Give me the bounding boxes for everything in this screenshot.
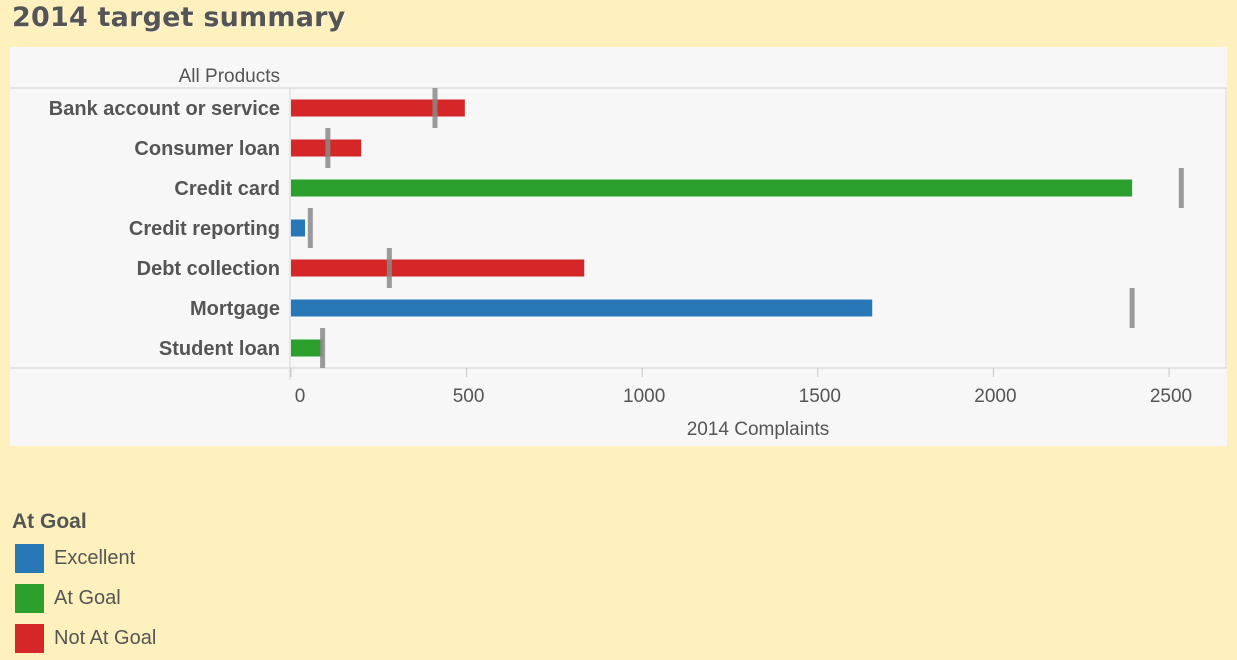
legend-title: At Goal [12, 510, 87, 533]
legend-swatch-at-goal [15, 583, 44, 613]
chart-panel: All Products Bank account or service Cons… [10, 47, 1227, 446]
x-axis-label: 2014 Complaints [687, 419, 830, 440]
target-marker-mortgage[interactable] [1129, 288, 1135, 328]
legend-swatch-not-at-goal [15, 623, 44, 653]
category-label-student-loan: Student loan [159, 338, 280, 360]
legend: At Goal Excellent At Goal Not At Goal [12, 510, 156, 658]
bar-mortgage[interactable] [291, 299, 873, 317]
column-header: All Products [179, 66, 280, 87]
legend-item-not-at-goal[interactable]: Not At Goal [12, 618, 156, 658]
category-label-mortgage: Mortgage [190, 298, 280, 320]
bar-chart: All Products Bank account or service Cons… [10, 66, 1227, 440]
legend-swatch-excellent [15, 543, 44, 573]
legend-label-excellent: Excellent [54, 546, 136, 569]
x-tick-label-0: 0 [295, 386, 306, 407]
bar-credit-reporting[interactable] [291, 219, 306, 237]
x-tick-label-2500: 2500 [1150, 386, 1192, 407]
category-label-credit-card: Credit card [174, 178, 280, 200]
category-label-consumer-loan: Consumer loan [134, 138, 280, 160]
category-label-bank-account-or-service: Bank account or service [49, 98, 280, 120]
x-tick-label-2000: 2000 [974, 386, 1016, 407]
target-marker-student-loan[interactable] [320, 328, 326, 368]
legend-label-at-goal: At Goal [54, 586, 121, 609]
category-label-credit-reporting: Credit reporting [129, 218, 280, 240]
bar-credit-card[interactable] [291, 179, 1133, 197]
target-marker-credit-card[interactable] [1178, 168, 1184, 208]
legend-item-at-goal[interactable]: At Goal [12, 578, 156, 618]
target-marker-credit-reporting[interactable] [307, 208, 313, 248]
target-marker-consumer-loan[interactable] [325, 128, 331, 168]
legend-label-not-at-goal: Not At Goal [54, 626, 157, 649]
x-tick-label-1500: 1500 [799, 386, 841, 407]
target-marker-debt-collection[interactable] [386, 248, 392, 288]
legend-item-excellent[interactable]: Excellent [12, 538, 156, 578]
page-title: 2014 target summary [12, 2, 346, 33]
bar-bank-account-or-service[interactable] [291, 99, 465, 117]
bar-student-loan[interactable] [291, 339, 323, 357]
x-tick-label-500: 500 [453, 386, 485, 407]
category-label-debt-collection: Debt collection [137, 258, 280, 280]
target-marker-bank-account-or-service[interactable] [432, 88, 438, 128]
bar-debt-collection[interactable] [291, 259, 585, 277]
x-tick-label-1000: 1000 [623, 386, 665, 407]
